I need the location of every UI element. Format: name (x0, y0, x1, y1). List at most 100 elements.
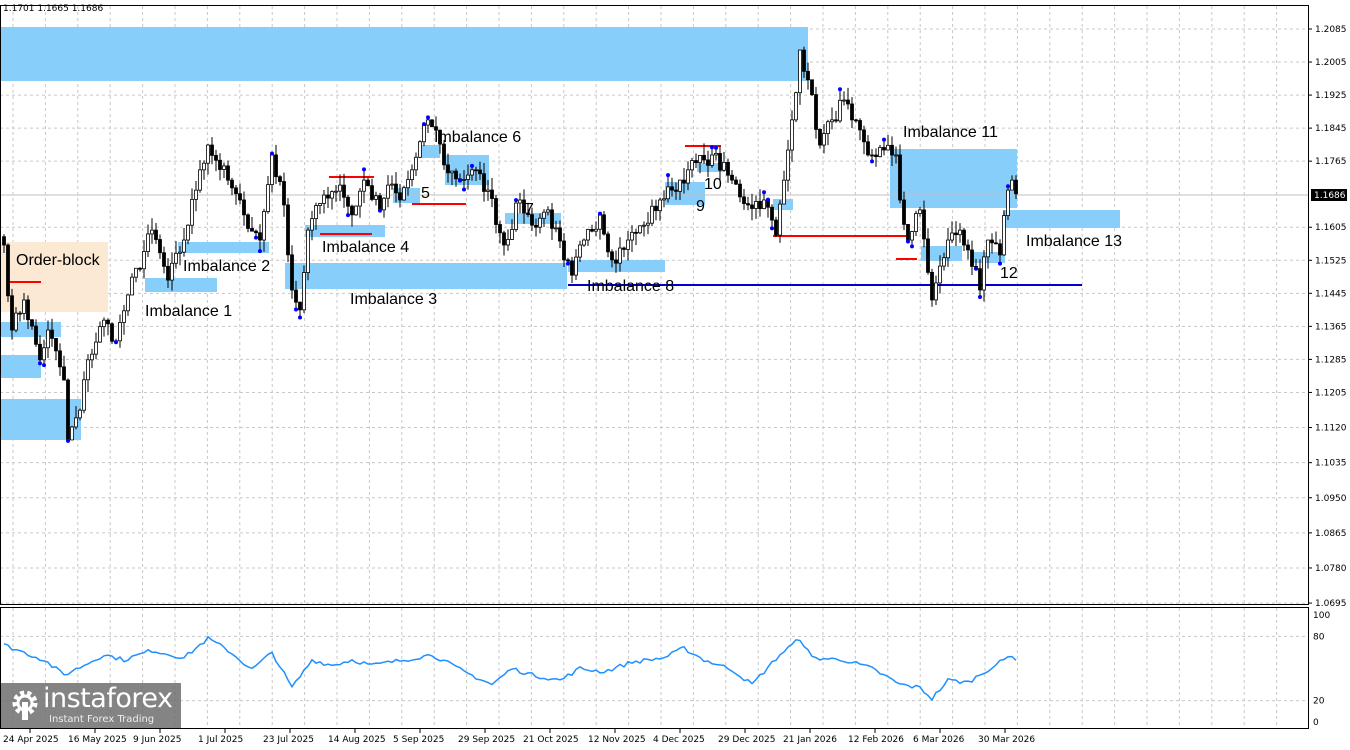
bear-candle (430, 119, 434, 128)
main-chart-frame (0, 5, 1309, 605)
x-tick-label: 21 Jan 2026 (783, 735, 837, 745)
bear-candle (670, 186, 674, 191)
swing-low-dot (42, 363, 46, 368)
label-order-block: Order-block (16, 252, 101, 269)
imbalance-zone (145, 278, 217, 292)
y-tick-label: 1.1445 (1315, 289, 1347, 299)
bear-candle (282, 181, 286, 206)
bull-candle (174, 252, 178, 264)
label-imbalance-2: Imbalance 2 (183, 258, 270, 275)
time-axis: 24 Apr 2025 16 May 2025 9 Jun 2025 1 Jul 20… (3, 729, 1035, 745)
bear-candle (30, 319, 34, 327)
bull-candle (538, 217, 542, 228)
bull-candle (986, 239, 990, 258)
levels (8, 145, 1082, 286)
bull-candle (382, 197, 386, 211)
bull-candle (1006, 189, 1010, 216)
bull-candle (942, 257, 946, 267)
bull-candle (42, 347, 46, 361)
instaforex-logo: instaforex Instant Forex Trading (1, 683, 181, 728)
bear-candle (706, 159, 710, 166)
label-imbalance-3: Imbalance 3 (350, 291, 437, 308)
x-tick-label: 29 Dec 2025 (718, 735, 776, 745)
bear-candle (286, 204, 290, 256)
bear-candle (850, 103, 854, 121)
bull-candle (910, 231, 914, 241)
bull-candle (78, 409, 82, 419)
bull-candle (142, 251, 146, 270)
x-tick-label: 14 Aug 2025 (328, 735, 386, 745)
bull-candle (626, 239, 630, 250)
y-tick-label: 1.2085 (1315, 25, 1347, 35)
annotation-labels: Order-block Imbalance 1 Imbalance 2 Imba… (16, 124, 1122, 320)
bear-candle (966, 244, 970, 251)
swing-high-dot (882, 137, 886, 142)
bear-candle (870, 154, 874, 157)
x-tick-label: 1 Jul 2025 (198, 735, 243, 745)
bear-candle (38, 343, 42, 361)
swing-high-dot (666, 173, 670, 178)
bear-candle (534, 224, 538, 228)
bear-candle (590, 229, 594, 232)
swing-low-dot (998, 261, 1002, 266)
bear-candle (230, 179, 234, 189)
bear-candle (734, 179, 738, 185)
bear-candle (738, 183, 742, 198)
bull-candle (70, 426, 74, 441)
y-tick-label: 1.0695 (1315, 599, 1347, 609)
bull-candle (650, 205, 654, 224)
bear-candle (154, 229, 158, 240)
bear-candle (854, 119, 858, 122)
bull-candle (658, 199, 662, 212)
label-imbalance-4: Imbalance 4 (322, 239, 409, 256)
bull-candle (414, 156, 418, 171)
swing-low-dot (298, 315, 302, 320)
label-imbalance-8: Imbalance 8 (587, 278, 674, 295)
imbalance-zone (697, 163, 725, 172)
bear-candle (702, 155, 706, 161)
bull-candle (86, 359, 90, 381)
bear-candle (158, 239, 162, 254)
label-imbalance-12: 12 (1000, 265, 1018, 282)
label-imbalance-5: 5 (421, 185, 430, 202)
bear-candle (210, 144, 214, 156)
bull-candle (202, 162, 206, 171)
y-tick-label: 1.1845 (1315, 124, 1347, 134)
bear-candle (814, 94, 818, 130)
bull-candle (646, 222, 650, 226)
bull-candle (838, 99, 842, 122)
bull-candle (546, 209, 550, 213)
bear-candle (806, 70, 810, 81)
bear-candle (682, 179, 686, 184)
bear-candle (226, 165, 230, 181)
y-tick-label: 1.1035 (1315, 459, 1347, 469)
bull-candle (386, 184, 390, 199)
bull-candle (418, 141, 422, 158)
bear-candle (990, 239, 994, 244)
bull-candle (698, 155, 702, 164)
bull-candle (778, 203, 782, 236)
swing-low-dot (770, 226, 774, 231)
bear-candle (606, 233, 610, 253)
bear-candle (138, 267, 142, 270)
bull-candle (582, 239, 586, 246)
x-tick-label: 9 Jun 2025 (133, 735, 181, 745)
bull-candle (714, 153, 718, 156)
bear-candle (366, 179, 370, 187)
bear-candle (326, 194, 330, 199)
bull-candle (958, 229, 962, 236)
bear-candle (454, 170, 458, 180)
bear-candle (858, 120, 862, 131)
swing-high-dot (762, 190, 766, 195)
swing-low-dot (66, 438, 70, 443)
bear-candle (1014, 179, 1018, 195)
bull-candle (762, 199, 766, 210)
imbalance-zone (0, 27, 808, 81)
imbalance-zone (1003, 210, 1120, 228)
bull-candle (222, 165, 226, 170)
swing-low-dot (974, 266, 978, 271)
bear-candle (774, 219, 778, 236)
logo-name: instaforex (43, 683, 173, 714)
bull-candle (514, 202, 518, 230)
